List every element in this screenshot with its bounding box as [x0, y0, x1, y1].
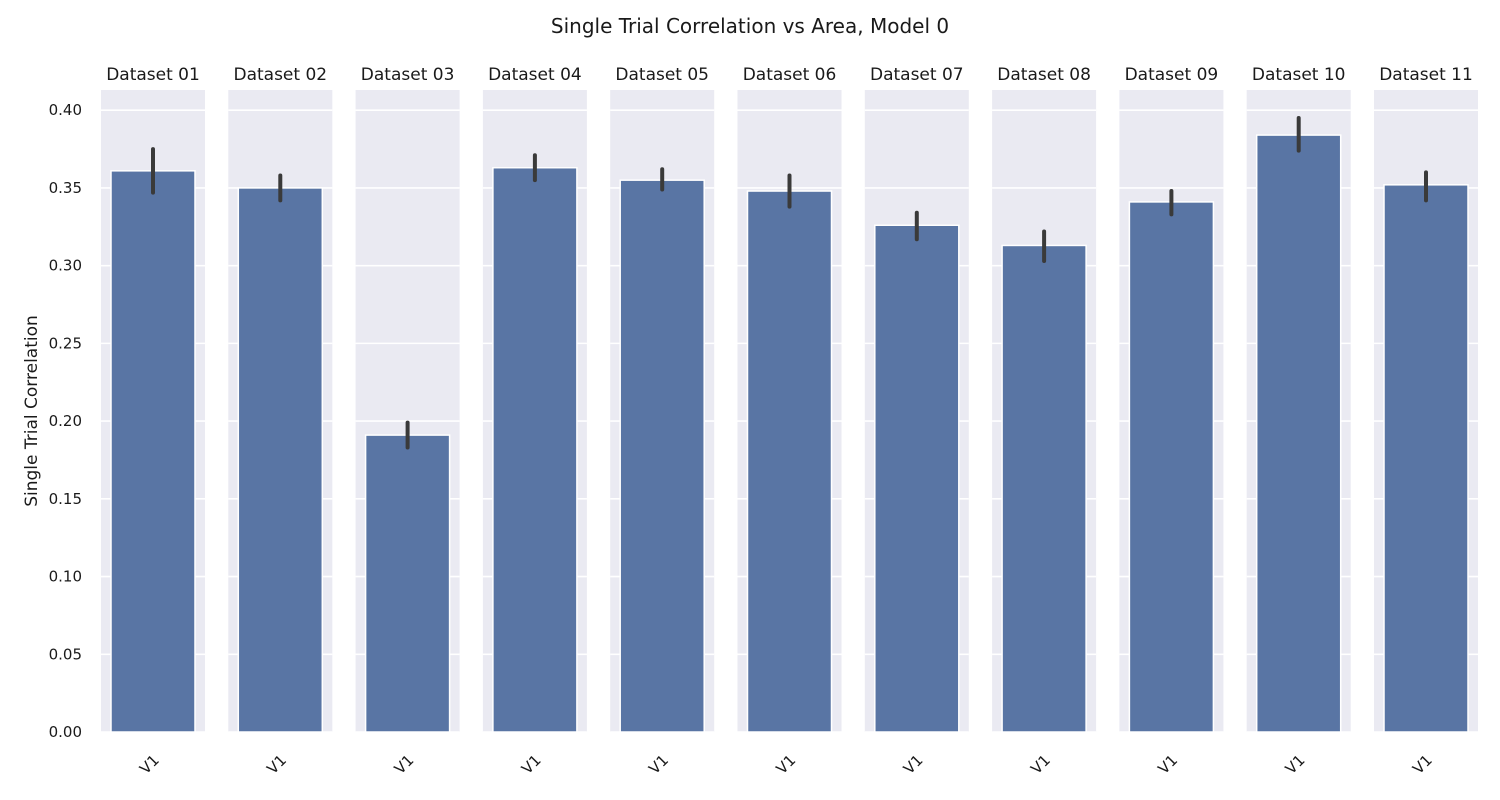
facet-panel: Dataset 08 V1 [992, 65, 1097, 778]
bar [1128, 201, 1215, 733]
y-tick-label: 0.30 [49, 257, 82, 275]
facet-title: Dataset 02 [233, 65, 327, 85]
facet-title: Dataset 09 [1125, 65, 1219, 85]
facet-panel: Dataset 05 V1 [610, 65, 715, 778]
y-axis-label: Single Trial Correlation [22, 315, 42, 507]
bar [237, 187, 324, 733]
facet-title: Dataset 06 [743, 65, 837, 85]
facet-panel: Dataset 07 V1 [864, 65, 969, 778]
bar [874, 224, 960, 733]
x-tick-label: V1 [1409, 751, 1436, 778]
facet-title: Dataset 10 [1252, 65, 1346, 85]
y-tick-label: 0.40 [49, 101, 82, 119]
bar [619, 179, 705, 733]
facet-panel: Dataset 11 V1 [1374, 65, 1478, 778]
facet-title: Dataset 07 [870, 65, 964, 85]
bar [1001, 244, 1087, 733]
bar [110, 170, 196, 733]
facet-title: Dataset 01 [106, 65, 200, 85]
x-tick-label: V1 [645, 751, 672, 778]
y-tick-label: 0.15 [49, 490, 82, 508]
bar [364, 434, 451, 733]
facet-panel: Dataset 03 V1 [355, 65, 460, 778]
chart-title: Single Trial Correlation vs Area, Model … [551, 14, 949, 38]
facet-title: Dataset 05 [615, 65, 709, 85]
facet-panel: Dataset 06 V1 [737, 65, 842, 778]
facet-title: Dataset 04 [488, 65, 582, 85]
bar [1255, 134, 1342, 733]
facet-panel: Dataset 01 V1 [101, 65, 205, 778]
x-tick-label: V1 [773, 751, 800, 778]
facet-panel: Dataset 09 V1 [1119, 65, 1224, 778]
facet-panel: Dataset 04 V1 [482, 65, 587, 778]
y-tick-label: 0.00 [49, 723, 82, 741]
bar [746, 190, 833, 733]
y-axis-ticks: 0.00 0.05 0.10 0.15 0.20 0.25 0.30 0.35 0.40 [49, 101, 82, 741]
facet-title: Dataset 11 [1379, 65, 1473, 85]
x-tick-label: V1 [1154, 751, 1181, 778]
y-tick-label: 0.25 [49, 334, 82, 352]
y-tick-label: 0.05 [49, 645, 82, 663]
x-tick-label: V1 [263, 751, 290, 778]
facet-panel: Dataset 10 V1 [1246, 65, 1351, 778]
facet-panel: Dataset 02 V1 [228, 65, 333, 778]
bar [492, 166, 578, 733]
y-tick-label: 0.10 [49, 568, 82, 586]
y-tick-label: 0.20 [49, 412, 82, 430]
x-tick-label: V1 [1282, 751, 1309, 778]
x-tick-label: V1 [391, 751, 418, 778]
bar [1383, 184, 1469, 733]
y-tick-label: 0.35 [49, 179, 82, 197]
facet-title: Dataset 08 [997, 65, 1091, 85]
x-tick-label: V1 [518, 751, 545, 778]
x-tick-label: V1 [900, 751, 927, 778]
x-tick-label: V1 [1027, 751, 1054, 778]
x-tick-label: V1 [136, 751, 163, 778]
facet-title: Dataset 03 [361, 65, 455, 85]
